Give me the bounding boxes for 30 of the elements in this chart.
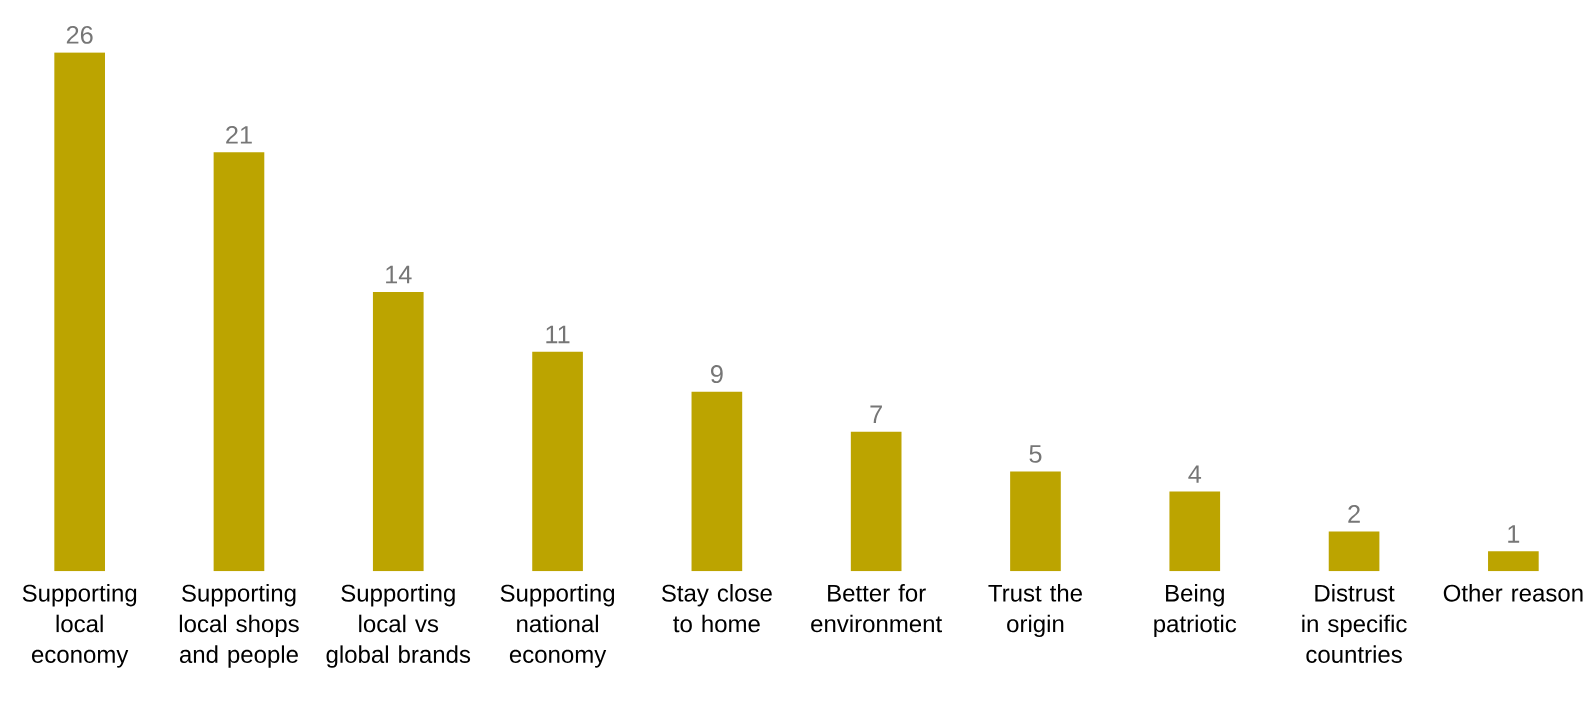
bar [532, 351, 583, 572]
bar [1169, 491, 1221, 572]
data-label: 2 [1348, 505, 1360, 523]
x-tick-label: Stay close to home [661, 584, 772, 633]
x-tick-label: Supporting local shops and people [179, 584, 299, 668]
data-label: 9 [711, 365, 723, 384]
x-tick-label: Trust the origin [988, 584, 1082, 638]
bar [850, 431, 902, 572]
x-tick-label: Being patriotic [1154, 584, 1237, 638]
data-label: 5 [1029, 445, 1042, 463]
bar [54, 52, 105, 572]
x-tick-label: Better for environment [811, 584, 943, 633]
bar [1488, 551, 1539, 572]
data-label: 7 [870, 405, 882, 423]
data-label: 26 [66, 25, 93, 44]
bar [1010, 471, 1061, 572]
bar [372, 291, 424, 572]
x-tick-label: Supporting local economy [22, 584, 137, 668]
data-label: 11 [546, 325, 570, 344]
data-label: 14 [386, 265, 412, 284]
x-tick-label: Supporting national economy [500, 584, 615, 668]
x-tick-label: Distrust in specific countries [1302, 584, 1407, 663]
data-label: 1 [1508, 525, 1520, 543]
bar [1328, 531, 1380, 572]
bar [213, 152, 265, 572]
data-label: 21 [226, 125, 252, 144]
x-tick-label: Supporting local vs global brands [326, 584, 471, 668]
bar [691, 391, 743, 572]
x-tick-label: Other reason [1443, 584, 1583, 602]
data-label: 4 [1188, 465, 1202, 483]
